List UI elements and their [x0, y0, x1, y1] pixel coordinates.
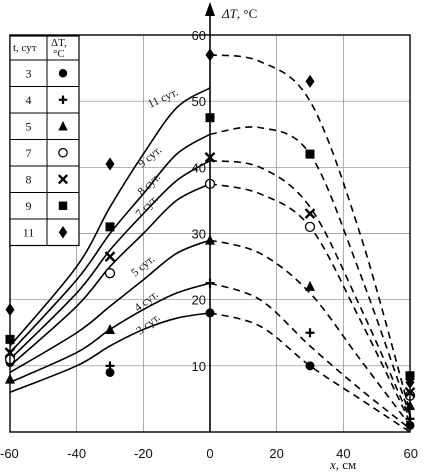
solid-curve: [9, 87, 211, 347]
marker-circle-open: [304, 221, 316, 233]
marker-cross: [57, 174, 69, 185]
marker-square-filled: [58, 201, 68, 210]
curve-label: 7 сут.: [134, 193, 161, 220]
legend-time-label: 9: [26, 199, 32, 213]
legend-time-label: 5: [26, 119, 32, 133]
marker-square-filled: [105, 222, 115, 232]
marker-triangle-filled: [58, 121, 68, 131]
x-tick-label: 60: [404, 446, 418, 461]
marker-triangle-filled: [105, 323, 115, 334]
dashed-curve: [209, 126, 411, 416]
marker-plus: [305, 328, 315, 338]
solid-curve: [9, 239, 211, 374]
curves: [9, 54, 411, 433]
marker-circle-open: [104, 268, 116, 279]
dashed-curve: [209, 282, 411, 430]
marker-triangle-filled: [305, 280, 315, 291]
curve-label: 9 сут.: [136, 144, 164, 170]
x-tick-label: 20: [269, 446, 283, 461]
marker-circle-filled: [305, 361, 315, 371]
legend-header-delta-unit: °C: [53, 48, 65, 60]
x-axis-title: x, см: [329, 457, 356, 472]
y-tick-label: 60: [192, 28, 206, 43]
legend-header-time: t, сут: [13, 42, 37, 54]
solid-curve: [9, 312, 211, 394]
dashed-curve: [209, 183, 411, 423]
marker-diamond-filled: [58, 226, 68, 239]
marker-square-filled: [305, 149, 315, 159]
dashed-curve: [209, 159, 411, 420]
marker-circle-filled: [105, 367, 115, 377]
y-tick-label: 50: [192, 94, 206, 109]
dashed-curve: [209, 239, 411, 426]
marker-plus: [105, 361, 115, 371]
solid-curve: [9, 133, 211, 354]
legend-box: [9, 35, 80, 247]
y-tick-label: 10: [192, 359, 206, 374]
dashed-curve: [209, 54, 411, 413]
curve-label: 4 сут.: [132, 289, 160, 315]
legend-time-label: 4: [26, 93, 32, 107]
solid-curve: [9, 160, 211, 360]
marker-cross: [104, 251, 116, 263]
curve-label: 11 сут.: [146, 86, 180, 110]
legend-time-label: 8: [26, 172, 32, 186]
x-tick-label: -60: [0, 446, 19, 461]
marker-diamond-filled: [305, 74, 315, 88]
solid-curve: [9, 183, 211, 367]
marker-cross: [304, 208, 316, 219]
y-tick-label: 40: [192, 160, 206, 175]
legend-time-label: 7: [26, 146, 32, 160]
legend: t, сут ΔT,°C 3 4 5 7 8 9 11: [9, 35, 80, 247]
y-tick-label: 20: [192, 293, 206, 308]
x-tick-label: 0: [206, 446, 213, 461]
marker-circle-filled: [58, 69, 68, 78]
x-tick-label: -20: [134, 446, 153, 461]
legend-time-label: 11: [23, 225, 35, 239]
legend-time-label: 3: [26, 66, 32, 80]
y-axis-title: ΔT, °C: [221, 6, 257, 21]
dashed-curve: [209, 312, 411, 433]
legend-header-delta: ΔT,: [51, 37, 67, 49]
marker-diamond-filled: [105, 157, 115, 171]
y-tick-label: 30: [192, 227, 206, 242]
marker-plus: [58, 95, 68, 104]
solid-curve: [9, 282, 211, 384]
y-axis-arrow: [205, 2, 215, 16]
marker-circle-open: [58, 147, 68, 158]
x-tick-label: -40: [67, 446, 86, 461]
x-tick-label: 40: [336, 446, 350, 461]
